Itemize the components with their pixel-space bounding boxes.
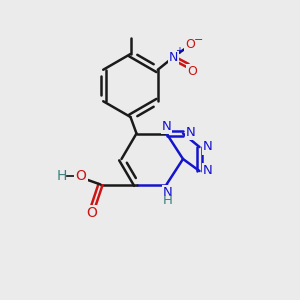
Text: N: N	[203, 164, 213, 178]
Text: +: +	[175, 46, 183, 56]
Text: H: H	[163, 194, 173, 207]
Text: N: N	[163, 186, 173, 200]
Text: N: N	[203, 140, 213, 154]
Text: O: O	[185, 38, 195, 51]
Text: O: O	[86, 206, 97, 220]
Text: N: N	[162, 120, 171, 134]
Text: N: N	[186, 125, 196, 139]
Text: O: O	[76, 169, 86, 182]
Text: O: O	[187, 65, 197, 78]
Text: −: −	[194, 35, 203, 45]
Text: H: H	[56, 169, 67, 183]
Text: N: N	[169, 51, 178, 64]
